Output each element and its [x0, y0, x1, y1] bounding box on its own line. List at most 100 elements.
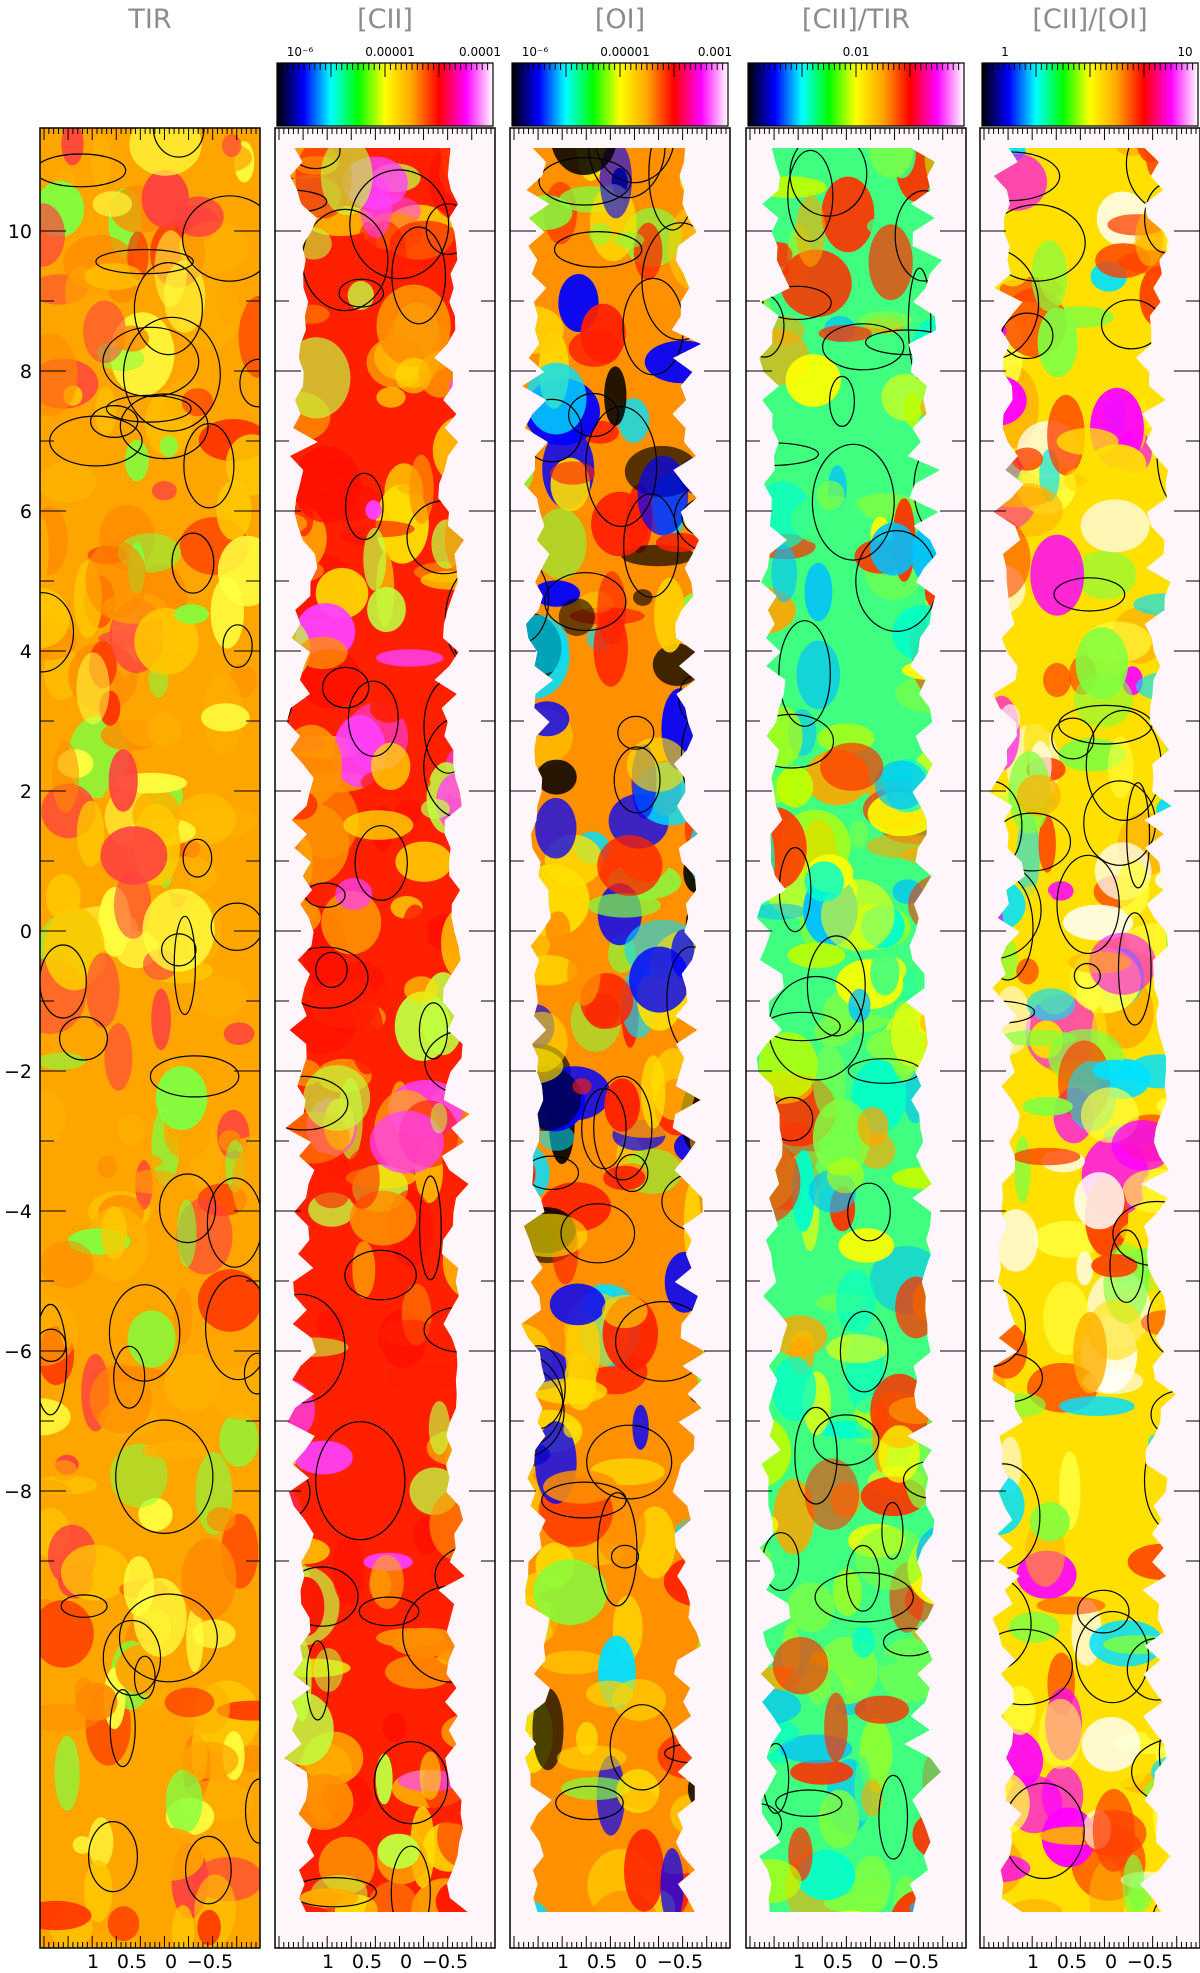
map-blob: [580, 303, 626, 363]
contour: [113, 1345, 146, 1409]
map-blob: [756, 903, 807, 920]
contour: [87, 1820, 138, 1893]
x-tick-label: 0.5: [587, 1951, 617, 1973]
contour: [40, 592, 75, 673]
map-blob: [1076, 1251, 1094, 1286]
map-blob: [72, 1836, 93, 1854]
map-blob: [1089, 444, 1147, 485]
map-field: [40, 128, 260, 1948]
map-blob: [1081, 1717, 1141, 1772]
map-blob: [297, 636, 348, 670]
map-blob: [370, 692, 408, 723]
map-blob: [854, 1695, 910, 1724]
contour: [284, 946, 369, 1009]
contour: [122, 316, 221, 432]
x-tick-label: 0.5: [352, 1951, 382, 1973]
contour: [544, 572, 627, 632]
map-blob: [812, 1099, 871, 1176]
contour: [762, 285, 832, 321]
map-blob: [394, 991, 451, 1061]
panel-title: [CII]: [357, 4, 413, 35]
map-blob: [1031, 240, 1068, 312]
map-blob: [652, 643, 702, 686]
map-blob: [390, 1627, 461, 1657]
map-blob: [637, 455, 689, 536]
map-blob: [335, 877, 373, 911]
map-blob: [76, 800, 105, 867]
contour: [894, 190, 942, 282]
map-blob: [572, 1078, 592, 1095]
contour: [538, 157, 632, 206]
map-blob: [861, 1779, 883, 1817]
map-blob: [376, 284, 451, 367]
map-blob: [1026, 988, 1075, 1021]
contour: [775, 1789, 843, 1817]
contour: [354, 825, 408, 901]
x-tick-label: 0.5: [117, 1951, 147, 1973]
map-blob: [870, 522, 917, 576]
map-blob: [591, 491, 649, 557]
map-blob: [826, 1334, 888, 1364]
x-tick-label: 1: [87, 1951, 99, 1973]
map-blob: [369, 1554, 404, 1610]
y-tick-label: −4: [4, 1201, 32, 1223]
contour: [615, 1153, 649, 1193]
map-blob: [540, 1650, 606, 1675]
contour: [585, 406, 658, 528]
map-blob: [604, 366, 627, 426]
contour: [206, 1177, 260, 1268]
map-blob: [532, 1688, 564, 1771]
map-blob: [428, 1401, 450, 1455]
map-blob: [75, 1682, 118, 1721]
map-blob: [366, 1345, 389, 1408]
y-tick-label: 0: [20, 921, 32, 943]
contour: [581, 1087, 627, 1170]
map-blob: [395, 841, 453, 882]
map-blob: [1038, 1698, 1083, 1769]
map-blob: [177, 1199, 197, 1268]
contour: [119, 393, 209, 460]
y-tick-label: −2: [4, 1061, 32, 1083]
contour: [183, 423, 235, 509]
map-blob: [804, 562, 833, 622]
map-blob: [616, 1769, 660, 1814]
map-blob: [1041, 1765, 1084, 1826]
map-blob: [344, 1149, 380, 1209]
map-blob: [429, 1489, 470, 1561]
map-blob: [589, 223, 612, 245]
map-blob: [790, 495, 867, 546]
map-blob: [772, 1356, 817, 1421]
map-blob: [852, 1625, 875, 1658]
map-blob: [826, 1157, 865, 1194]
map-blob: [174, 604, 209, 624]
map-blob: [1022, 1096, 1073, 1116]
map-blob: [533, 1378, 608, 1405]
contour: [171, 532, 215, 594]
contour: [1053, 577, 1126, 612]
x-tick-label: 1: [793, 1951, 805, 1973]
map-blob: [835, 1269, 876, 1333]
panel-0: TIR 1 0.5 0 −0.5: [39, 4, 261, 1973]
map-blob: [821, 879, 895, 952]
contour: [347, 680, 399, 757]
map-blob: [556, 1745, 627, 1771]
map-blob: [343, 520, 415, 538]
map-blob: [1089, 1860, 1126, 1912]
contour: [778, 620, 831, 727]
map-blob: [1033, 1220, 1103, 1258]
contour: [1056, 854, 1120, 955]
map-blob: [147, 712, 182, 747]
map-blob: [76, 652, 110, 725]
map-blob: [419, 1751, 441, 1800]
contour: [593, 148, 676, 184]
map-blob: [173, 1287, 192, 1346]
map-blob: [363, 527, 387, 591]
contour: [344, 1249, 417, 1301]
contour: [864, 329, 942, 356]
contour: [789, 148, 868, 217]
map-blob: [151, 481, 177, 501]
x-tick-label: 0: [165, 1951, 177, 1973]
contour: [617, 715, 655, 750]
contour: [243, 1352, 260, 1395]
contour: [597, 1492, 638, 1607]
